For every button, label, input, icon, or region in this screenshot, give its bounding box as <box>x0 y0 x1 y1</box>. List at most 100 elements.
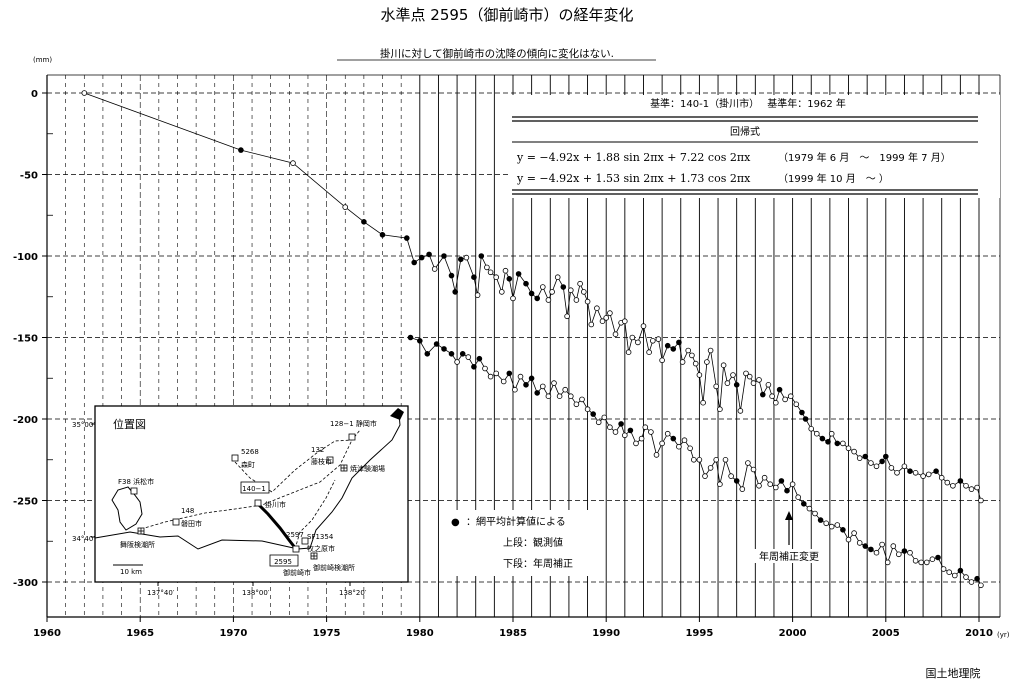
data-point-open <box>851 530 857 536</box>
data-point-open <box>646 349 652 356</box>
data-point-open <box>702 473 708 479</box>
data-point-filled <box>784 487 790 494</box>
data-point-open <box>793 401 800 408</box>
map-place-label: 焼津験潮場 <box>350 464 385 473</box>
data-point-filled <box>528 290 535 297</box>
data-point-open <box>745 460 751 466</box>
data-point-open <box>925 471 932 478</box>
map-place-label: 128−1 静岡市 <box>330 419 377 428</box>
map-lon-label: 138°00′ <box>242 589 270 597</box>
data-point-filled <box>670 435 677 442</box>
data-point-filled <box>403 235 410 241</box>
y-unit-label: (mm) <box>33 56 52 64</box>
coastline <box>94 413 401 550</box>
data-point-open <box>607 424 613 431</box>
data-point-filled <box>471 274 477 281</box>
data-point-open <box>951 572 958 579</box>
data-point-open <box>607 310 613 316</box>
legend-upper-text: 上段：観測値 <box>503 536 563 549</box>
data-point-open <box>290 160 296 166</box>
map-marker <box>326 456 334 464</box>
map-place-name: 牧之原市 <box>307 544 335 553</box>
map-marker <box>172 518 180 526</box>
data-point-open <box>787 393 794 400</box>
data-point-filled <box>840 526 846 533</box>
data-point-open <box>743 370 749 377</box>
formula-box: 基準：140-1（掛川市） 基準年：1962 年 回帰式 y = −4.92x … <box>510 95 1000 198</box>
data-point-open <box>81 90 88 96</box>
data-point-open <box>756 377 762 383</box>
chart-subtitle: 掛川に対して御前崎市の沈降の傾向に変化はない. <box>380 47 614 60</box>
data-point-open <box>517 373 524 380</box>
data-point-open <box>767 481 773 488</box>
legend-dot-text: ：網平均計算値による <box>466 515 566 528</box>
map-place-label: 掛川市 <box>265 500 286 509</box>
x-tick-label: 1975 <box>313 628 341 639</box>
map-place-label: F38 浜松市 <box>118 477 154 486</box>
map-lon-label: 137°40′ <box>147 589 175 597</box>
legend-bullet: ● <box>451 517 460 528</box>
data-point-filled <box>733 478 740 484</box>
legend-lower-text: 下段：年周補正 <box>503 557 573 570</box>
data-point-open <box>856 540 863 546</box>
data-point-open <box>730 372 736 378</box>
data-point-open <box>588 321 595 328</box>
x-tick-label: 1995 <box>685 628 713 639</box>
data-point-open <box>498 289 505 295</box>
route-kakegawa-omaezaki <box>256 502 298 550</box>
footer-credit: 国土地理院 <box>926 666 981 680</box>
data-point-open <box>689 352 695 359</box>
data-point-filled <box>478 253 485 259</box>
data-point-open <box>573 401 580 408</box>
data-point-open <box>720 362 727 369</box>
data-point-open <box>579 396 585 403</box>
map-label-box <box>269 554 299 567</box>
data-point-filled <box>523 280 529 287</box>
map-label-box <box>240 481 270 494</box>
data-point-filled <box>459 350 466 357</box>
data-point-open <box>676 443 682 450</box>
data-point-filled <box>676 339 682 346</box>
data-point-open <box>978 497 984 504</box>
base-line-text: 基準：140-1（掛川市） 基準年：1962 年 <box>650 97 846 110</box>
data-point-open <box>580 289 587 295</box>
legend-background <box>445 510 605 576</box>
data-point-open <box>551 380 557 386</box>
data-point-open <box>812 510 818 517</box>
data-point-open <box>713 383 719 390</box>
map-place-label: 2597 <box>286 531 304 539</box>
data-point-filled <box>825 438 831 445</box>
y-tick-label: -150 <box>13 334 38 345</box>
data-point-filled <box>933 468 939 475</box>
leveling-route <box>294 479 336 550</box>
y-tick-label: -50 <box>20 171 38 182</box>
map-place-code: SF1354 <box>307 533 334 541</box>
data-point-open <box>722 456 729 463</box>
data-point-open <box>567 287 574 294</box>
data-point-filled <box>238 147 244 153</box>
data-point-open <box>728 473 734 479</box>
legend: ● ：網平均計算値による 上段：観測値 下段：年周補正 <box>445 510 605 576</box>
data-point-filled <box>448 350 455 357</box>
data-point-open <box>813 430 820 437</box>
annotation-arrow-head <box>785 511 793 520</box>
formula-box-background <box>510 95 1000 198</box>
data-point-open <box>482 365 488 372</box>
data-point-open <box>545 393 552 400</box>
map-place-name: 藤枝市 <box>311 457 332 466</box>
data-point-open <box>828 523 835 530</box>
x-tick-label: 1990 <box>592 628 620 639</box>
data-point-filled <box>471 363 477 370</box>
data-point-open <box>487 269 494 276</box>
data-point-filled <box>560 284 567 290</box>
data-point-open <box>690 456 697 463</box>
data-point-open <box>649 337 656 344</box>
data-point-open <box>920 473 926 479</box>
data-point-filled <box>433 341 440 347</box>
data-point-open <box>782 396 788 403</box>
data-point-filled <box>534 390 540 396</box>
data-point-open <box>625 349 632 356</box>
data-point-open <box>556 393 563 400</box>
y-tick-label: -200 <box>13 415 38 426</box>
